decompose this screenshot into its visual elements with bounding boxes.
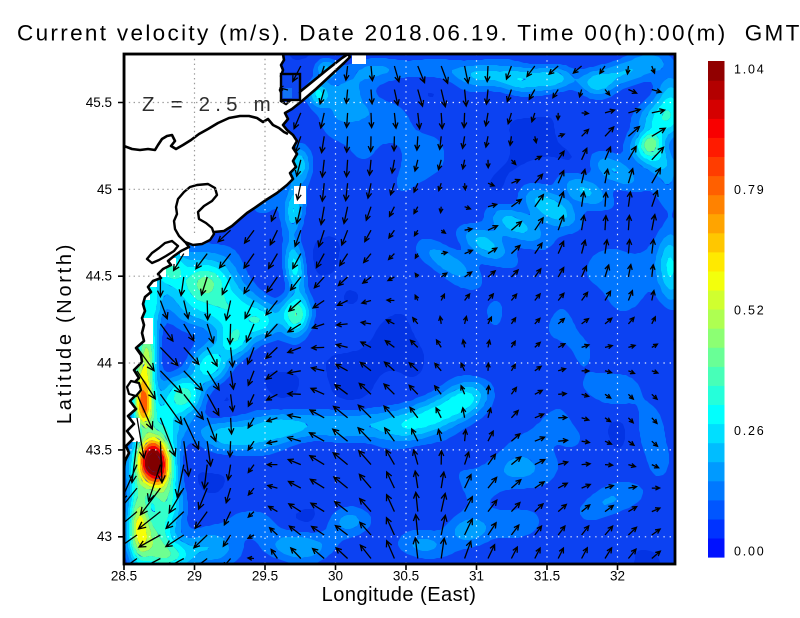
svg-text:29.5: 29.5 [252, 569, 278, 584]
svg-text:Latitude (North): Latitude (North) [54, 242, 76, 424]
svg-text:45: 45 [97, 182, 112, 197]
svg-text:0.52: 0.52 [734, 304, 766, 318]
svg-text:28.5: 28.5 [111, 569, 137, 584]
svg-text:29: 29 [187, 569, 202, 584]
svg-text:44.5: 44.5 [86, 269, 112, 284]
svg-text:31: 31 [469, 569, 484, 584]
svg-text:0.00: 0.00 [734, 545, 766, 559]
svg-text:32: 32 [610, 569, 625, 584]
svg-text:31.5: 31.5 [534, 569, 560, 584]
svg-text:45.5: 45.5 [86, 95, 112, 110]
svg-text:30.5: 30.5 [393, 569, 419, 584]
svg-text:43: 43 [97, 529, 112, 544]
svg-text:Z = 2.5 m: Z = 2.5 m [142, 93, 276, 116]
svg-text:Longitude (East): Longitude (East) [322, 584, 477, 606]
svg-text:30: 30 [328, 569, 343, 584]
svg-text:0.79: 0.79 [734, 183, 766, 197]
svg-text:0.26: 0.26 [734, 424, 766, 438]
svg-text:1.04: 1.04 [734, 63, 766, 77]
svg-text:Current velocity (m/s). Date 2: Current velocity (m/s). Date 2018.06.19.… [17, 21, 800, 46]
svg-text:44: 44 [97, 356, 113, 371]
svg-text:43.5: 43.5 [86, 442, 112, 457]
